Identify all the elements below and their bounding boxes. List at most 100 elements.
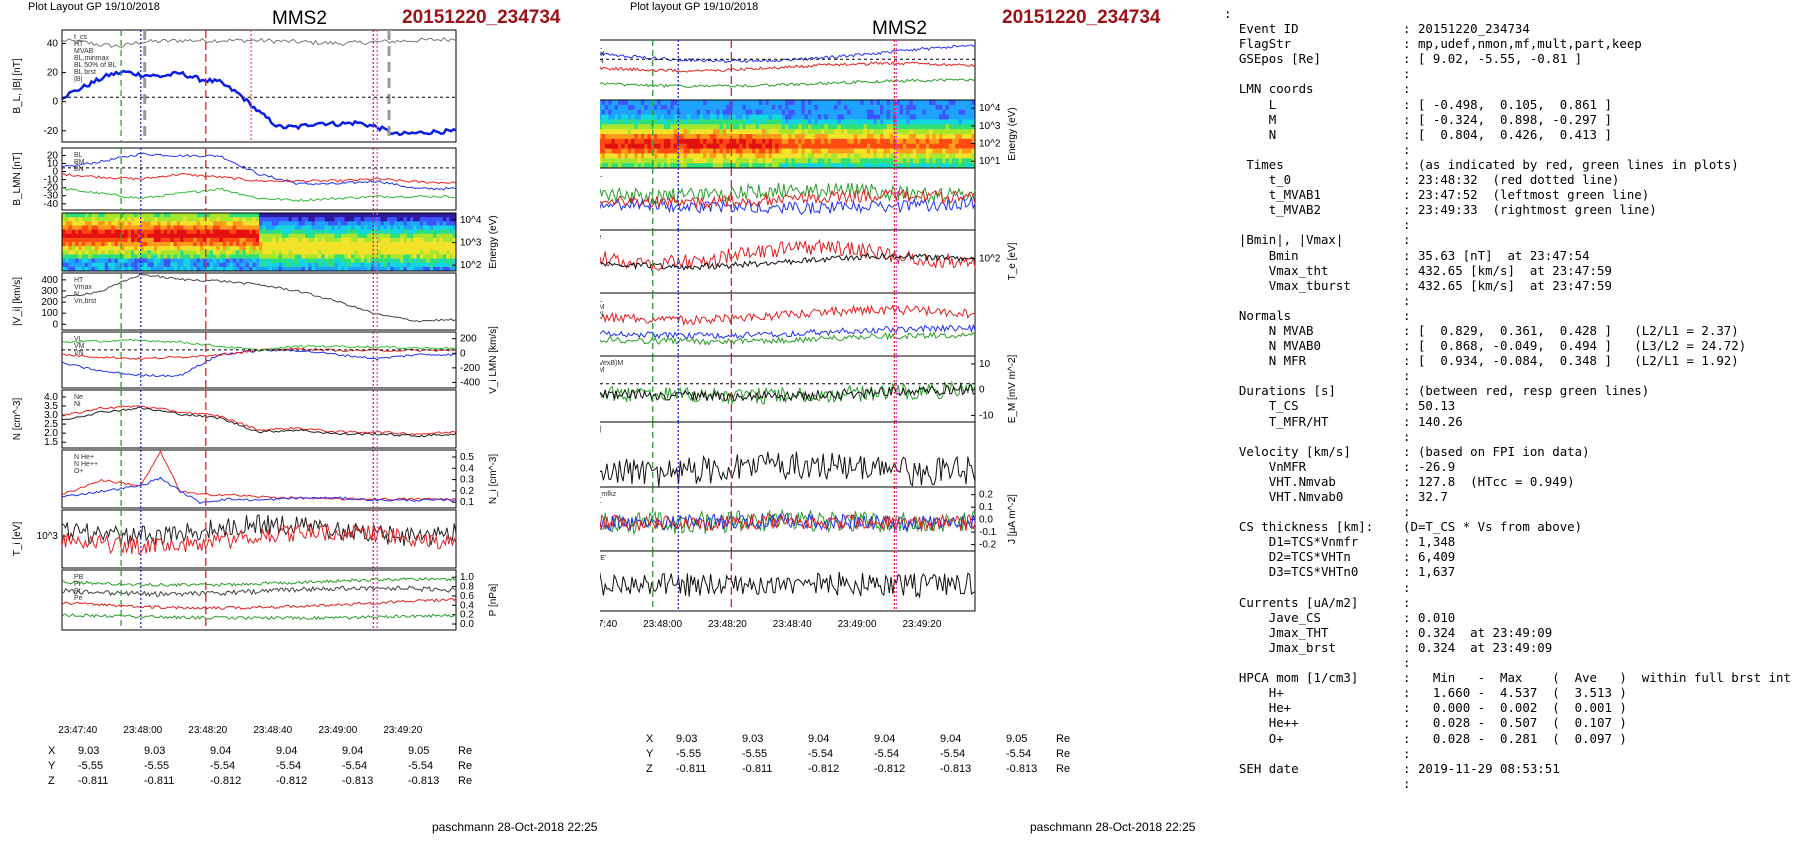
heatmap-cell [686,158,691,164]
heatmap-cell [262,246,266,251]
heatmap-cell [640,114,645,120]
heatmap-cell [446,229,450,235]
heatmap-cell [167,266,171,272]
heatmap-cell [104,250,109,255]
heatmap-cell [308,229,312,235]
heatmap-cell [147,237,152,243]
heatmap-cell [745,148,750,154]
heatmap-cell [377,242,381,247]
heatmap-cell [423,225,427,230]
heatmap-cell [863,138,868,145]
heatmap-cell [163,237,168,243]
heatmap-cell [347,213,352,218]
heatmap-cell [180,250,184,255]
heatmap-cell [308,213,312,218]
heatmap-cell [423,237,427,243]
heatmap-cell [883,109,887,115]
heatmap-cell [167,229,171,235]
heatmap-cell [416,237,421,243]
heatmap-cell [670,124,675,130]
heatmap-cell [354,221,358,226]
heatmap-cell [693,138,698,145]
heatmap-cell [301,254,306,259]
middle-header-small: Plot layout GP 19/10/2018 [630,1,759,13]
heatmap-cell [755,109,760,115]
heatmap-cell [719,153,724,159]
heatmap-cell [65,250,69,255]
y-tick-label: -10 [979,410,994,421]
heatmap-cell [604,163,609,169]
heatmap-cell [814,100,819,106]
heatmap-cell [876,114,881,120]
heatmap-cell [436,233,440,239]
heatmap-cell [814,163,819,169]
heatmap-cell [600,129,603,135]
heatmap-cell [222,221,227,226]
heatmap-cell [794,148,799,154]
heatmap-cell [268,233,273,239]
heatmap-cell [291,217,296,222]
heatmap-cell [876,134,881,140]
heatmap-cell [130,242,135,247]
heatmap-cell [429,258,434,264]
heatmap-cell [213,254,217,259]
heatmap-cell [844,114,848,120]
heatmap-cell [811,134,815,140]
heatmap-cell [117,217,122,222]
heatmap-cell [611,124,616,130]
heatmap-cell [742,153,747,159]
heatmap-cell [157,213,161,218]
heatmap-cell [742,148,747,154]
y-tick-label: -40 [44,199,59,210]
heatmap-cell [275,250,280,255]
heatmap-cell [78,262,83,268]
heatmap-cell [942,158,946,164]
y-tick-label: 10 [47,159,59,170]
heatmap-cell [735,143,740,149]
heatmap-cell [758,134,763,140]
heatmap-cell [111,237,115,243]
heatmap-cell [229,258,234,264]
heatmap-cell [124,213,129,218]
heatmap-cell [821,119,825,125]
heatmap-cell [758,148,763,154]
heatmap-cell [798,134,802,140]
heatmap-cell [301,246,306,251]
heatmap-cell [706,104,711,111]
heatmap-cell [134,254,138,259]
heatmap-cell [147,246,152,251]
heatmap-cell [801,100,806,106]
heatmap-cell [91,221,96,226]
heatmap-cell [631,134,635,140]
heatmap-cell [752,163,756,169]
heatmap-cell [771,119,776,125]
heatmap-cell [364,246,368,251]
heatmap-cell [65,266,69,272]
heatmap-cell [104,213,109,218]
heatmap-cell [311,221,316,226]
heatmap-cell [680,109,684,115]
heatmap-cell [902,109,907,115]
heatmap-cell [140,246,145,251]
heatmap-cell [847,109,851,115]
heatmap-cell [817,119,822,125]
info-line: Normals : [1224,307,1411,323]
heatmap-cell [377,225,381,230]
heatmap-cell [906,100,910,106]
heatmap-cell [334,229,339,235]
heatmap-cell [807,109,812,115]
heatmap-cell [121,221,125,226]
heatmap-cell [873,129,878,135]
heatmap-cell [935,153,940,159]
heatmap-cell [314,254,319,259]
y-axis-label: J [μA m^-2] [1007,494,1018,544]
heatmap-cell [429,213,434,218]
heatmap-cell [902,124,907,130]
heatmap-cell [275,233,280,239]
heatmap-cell [830,100,835,106]
heatmap-cell [124,258,129,264]
info-line: He++ : 0.028 - 0.507 ( 0.107 ) [1224,715,1627,731]
heatmap-cell [111,250,115,255]
heatmap-cell [942,109,946,115]
heatmap-cell [821,129,825,135]
